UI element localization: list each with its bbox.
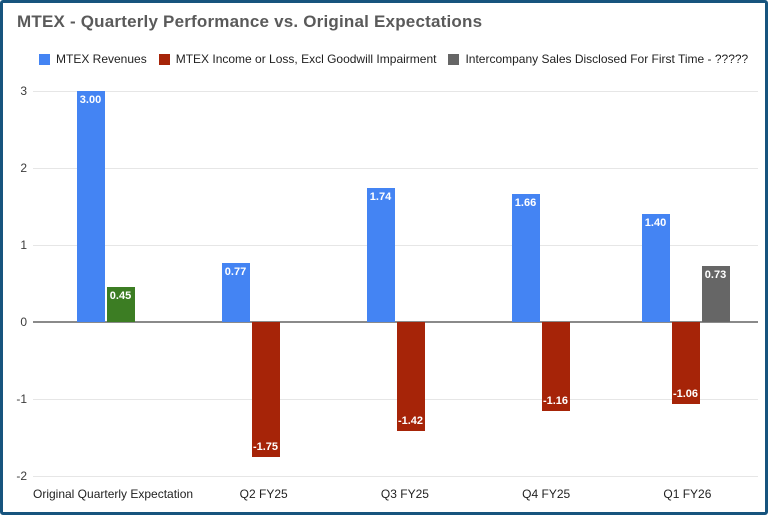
y-axis-label: 0 (20, 315, 27, 329)
zero-line (33, 321, 758, 323)
bar-value-label: 1.74 (369, 191, 392, 204)
x-axis-labels: Original Quarterly Expectation Q2 FY25 Q3 … (33, 482, 758, 501)
bar-cluster: 1.40 -1.06 0.73 (641, 91, 730, 476)
bar-groups: 3.00 0.45 0.77 -1.75 1.74 -1.42 1.66 -1.16 1.40 -… (33, 91, 758, 476)
gridline (33, 245, 758, 246)
plot-area: 3.00 0.45 0.77 -1.75 1.74 -1.42 1.66 -1.16 1.40 -… (33, 91, 758, 477)
category-label: Q3 FY25 (380, 487, 429, 501)
legend-item-1: MTEX Revenues (39, 52, 147, 66)
bar: -1.75 (251, 322, 280, 457)
bar-group: 0.77 -1.75 (178, 91, 323, 476)
legend-swatch-icon (448, 53, 460, 65)
y-axis-label: 2 (20, 161, 27, 175)
y-axis-label: 1 (20, 238, 27, 252)
bar-slot: -1.06 (671, 91, 700, 476)
bar-slot: 1.40 (641, 91, 670, 476)
bar-value-label: -1.16 (542, 395, 569, 408)
bar-slot: 3.00 (76, 91, 105, 476)
bar-slot: 1.66 (511, 91, 540, 476)
bar-cluster: 3.00 0.45 (76, 91, 135, 476)
bar-cluster: 1.74 -1.42 (366, 91, 425, 476)
bar-value-label: -1.75 (252, 440, 279, 453)
legend-swatch-icon (158, 53, 170, 65)
bar: 0.45 (106, 287, 135, 322)
bar-value-label: 1.40 (644, 217, 667, 230)
y-axis-label: 3 (20, 84, 27, 98)
y-axis-label: -1 (16, 392, 27, 406)
bar: 3.00 (76, 91, 105, 322)
bar-value-label: -1.42 (397, 415, 424, 428)
legend-item-label: Intercompany Sales Disclosed For First T… (465, 52, 749, 66)
bar: 1.74 (366, 188, 395, 322)
bar: 0.73 (701, 265, 730, 322)
bar: -1.16 (541, 322, 570, 412)
category-label: Q2 FY25 (239, 487, 288, 501)
bar-value-label: 1.66 (514, 197, 537, 210)
bar-value-label: -1.06 (672, 387, 699, 400)
bar: 1.40 (641, 214, 670, 322)
bar-value-label: 0.77 (224, 265, 247, 278)
bar-group: 1.40 -1.06 0.73 (613, 91, 758, 476)
legend-item-2: MTEX Income or Loss, Excl Goodwill Impai… (158, 52, 437, 66)
legend-item-3: Intercompany Sales Disclosed For First T… (448, 52, 748, 66)
bar-value-label: 0.73 (704, 268, 727, 281)
bar-cluster: 1.66 -1.16 (511, 91, 570, 476)
bar-slot: 1.74 (366, 91, 395, 476)
bar-group: 3.00 0.45 (33, 91, 178, 476)
legend-swatch-icon (39, 53, 50, 65)
legend-item-label: MTEX Income or Loss, Excl Goodwill Impai… (175, 52, 437, 66)
legend-item-label: MTEX Revenues (56, 52, 147, 66)
bar-slot: 0.45 (106, 91, 135, 476)
gridline (33, 399, 758, 400)
bar-group: 1.74 -1.42 (323, 91, 468, 476)
bar-slot: 0.73 (701, 91, 730, 476)
bar-slot: -1.16 (541, 91, 570, 476)
bar: 1.66 (511, 194, 540, 322)
bar-group: 1.66 -1.16 (468, 91, 613, 476)
category-label: Original Quarterly Expectation (33, 487, 194, 501)
bar: -1.06 (671, 322, 700, 404)
category-label: Q1 FY26 (663, 487, 712, 501)
category-label: Q4 FY25 (522, 487, 571, 501)
bar: -1.42 (396, 322, 425, 432)
bar-value-label: 0.45 (109, 290, 132, 303)
gridline (33, 91, 758, 92)
chart-title: MTEX - Quarterly Performance vs. Origina… (17, 12, 483, 31)
bar-slot: -1.75 (251, 91, 280, 476)
bar-slot: 0.77 (221, 91, 250, 476)
bar-value-label: 3.00 (79, 94, 102, 106)
legend: MTEX Revenues MTEX Income or Loss, Excl G… (39, 52, 748, 66)
gridline (33, 476, 758, 477)
bar: 0.77 (221, 262, 250, 322)
y-axis-label: -2 (16, 469, 27, 483)
bar-cluster: 0.77 -1.75 (221, 91, 280, 476)
bar-slot: -1.42 (396, 91, 425, 476)
gridline (33, 168, 758, 169)
